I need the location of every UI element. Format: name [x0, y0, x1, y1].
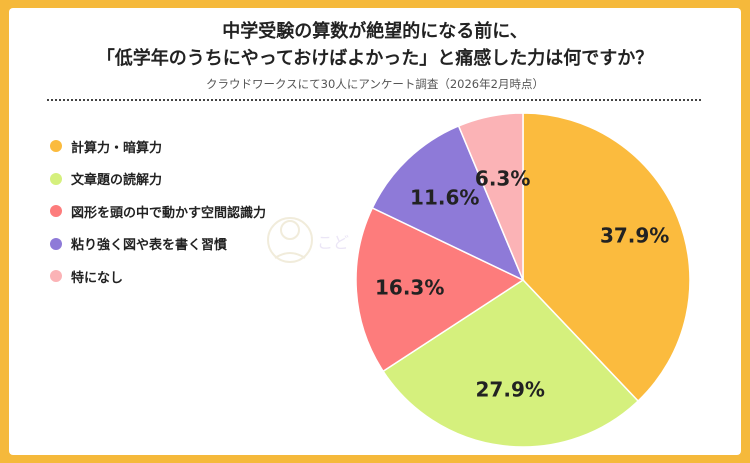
pie-slice: [382, 279, 640, 448]
pie-slice: [355, 206, 525, 373]
legend-item: 図形を頭の中で動かす空間認識力: [50, 201, 266, 221]
legend-swatch: [50, 172, 62, 185]
slice-value-label: 16.3%: [375, 275, 444, 299]
pie-slice: [457, 112, 524, 281]
slice-value-label: 37.9%: [600, 223, 669, 247]
legend-label: 粘り強く図や表を書く習慣: [71, 238, 228, 253]
slice-value-label: 11.6%: [410, 186, 479, 210]
legend-swatch: [50, 270, 62, 282]
legend-item: 計算力・暗算力: [50, 136, 266, 156]
legend-item: 粘り強く図や表を書く習慣: [50, 234, 266, 254]
slice-value-label: 27.9%: [476, 377, 545, 401]
dotted-divider: [47, 99, 701, 101]
legend-label: 特になし: [71, 270, 124, 286]
title-line-2: 「低学年のうちにやっておけばよかった」と痛感した力は何ですか？: [96, 48, 654, 69]
legend-label: 図形を頭の中で動かす空間認識力: [71, 205, 267, 221]
legend: 計算力・暗算力 文章題の読解力 図形を頭の中で動かす空間認識力 粘り強く図や表を…: [50, 136, 266, 299]
title-line-1: 中学受験の算数が絶望的になる前に、: [222, 21, 528, 42]
legend-swatch: [50, 205, 62, 217]
legend-swatch: [50, 140, 62, 152]
mascot-watermark-icon: こども: [267, 217, 350, 263]
legend-label: 計算力・暗算力: [71, 140, 163, 156]
pie-slice: [371, 124, 525, 282]
legend-swatch: [50, 237, 62, 250]
pie-slice: [522, 112, 691, 403]
legend-item: 文章題の読解力: [50, 169, 266, 189]
chart-title: 中学受験の算数が絶望的になる前に、 「低学年のうちにやっておけばよかった」と痛感…: [0, 18, 750, 72]
watermark-text: こども: [317, 233, 350, 252]
slice-value-label: 6.3%: [475, 166, 530, 190]
legend-item: 特になし: [50, 266, 266, 286]
chart-subtitle: クラウドワークスにて30人にアンケート調査（2026年2月時点）: [206, 77, 544, 91]
legend-label: 文章題の読解力: [71, 173, 163, 188]
